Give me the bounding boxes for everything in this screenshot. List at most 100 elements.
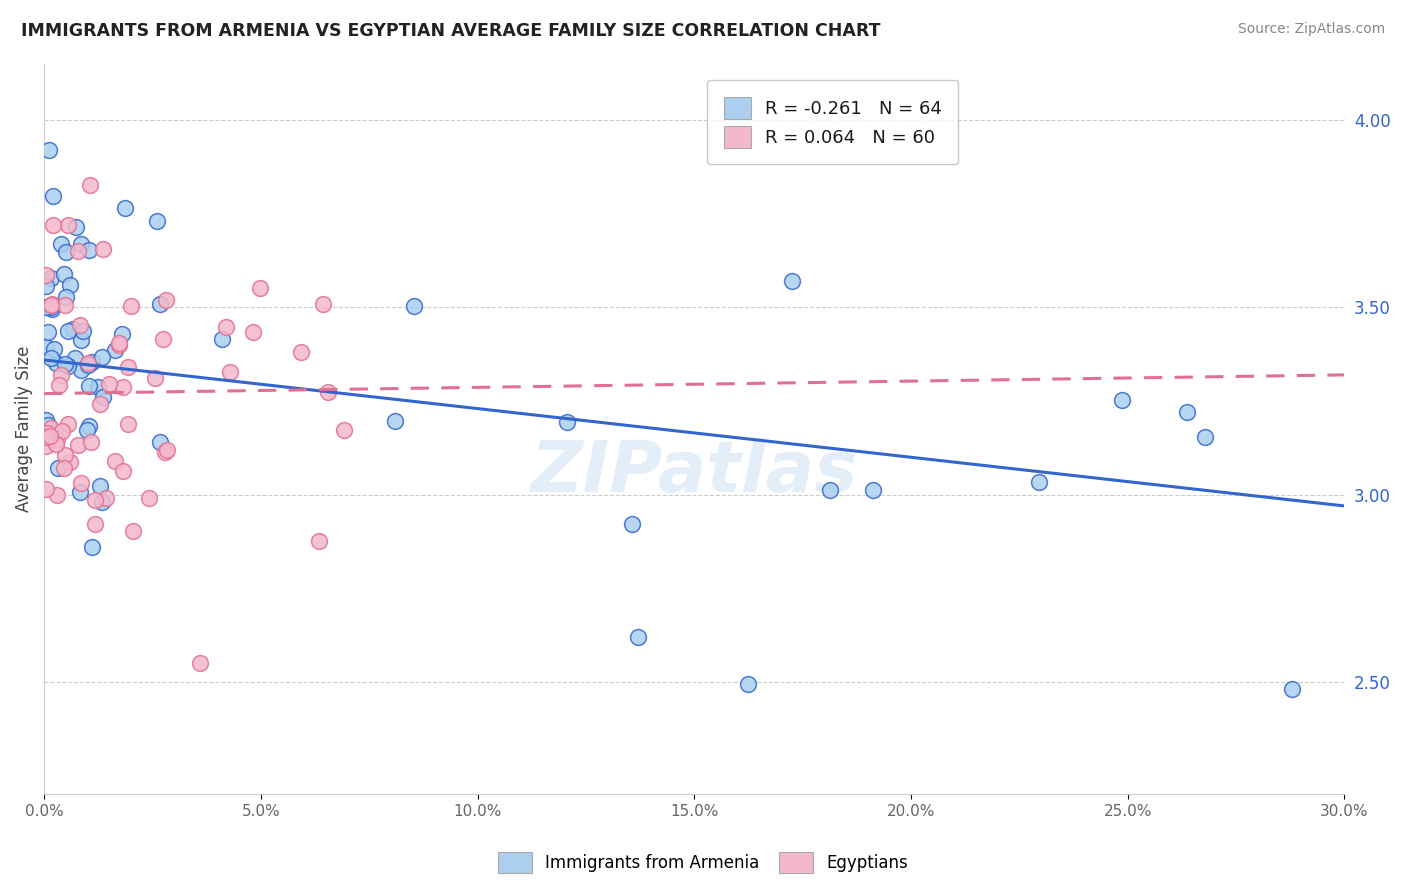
Text: Source: ZipAtlas.com: Source: ZipAtlas.com — [1237, 22, 1385, 37]
Point — [79, 434, 101, 449]
Point — [290, 345, 312, 359]
Legend: Immigrants from Armenia, Egyptians: Immigrants from Armenia, Egyptians — [492, 846, 914, 880]
Point — [39, 298, 62, 312]
Point — [41, 302, 63, 317]
Point — [117, 417, 139, 431]
Point — [249, 281, 271, 295]
Point — [627, 630, 650, 644]
Legend: R = -0.261   N = 64, R = 0.064   N = 60: R = -0.261 N = 64, R = 0.064 N = 60 — [707, 80, 959, 164]
Point — [218, 365, 240, 379]
Point — [557, 415, 579, 429]
Point — [49, 236, 72, 251]
Point — [35, 439, 58, 453]
Point — [72, 324, 94, 338]
Point — [89, 397, 111, 411]
Point — [1194, 430, 1216, 444]
Point — [112, 464, 135, 478]
Point — [84, 493, 107, 508]
Point — [70, 476, 93, 491]
Point — [333, 423, 356, 437]
Point — [37, 418, 59, 433]
Point — [1028, 475, 1050, 489]
Point — [42, 218, 65, 232]
Point — [90, 350, 112, 364]
Point — [38, 143, 60, 157]
Point — [44, 342, 66, 356]
Point — [97, 377, 120, 392]
Point — [77, 359, 100, 373]
Point — [156, 443, 179, 458]
Point — [114, 201, 136, 215]
Text: IMMIGRANTS FROM ARMENIA VS EGYPTIAN AVERAGE FAMILY SIZE CORRELATION CHART: IMMIGRANTS FROM ARMENIA VS EGYPTIAN AVER… — [21, 22, 880, 40]
Point — [83, 517, 105, 532]
Point — [79, 379, 101, 393]
Point — [149, 434, 172, 449]
Point — [65, 351, 87, 366]
Point — [35, 413, 58, 427]
Point — [70, 236, 93, 251]
Point — [94, 491, 117, 505]
Point — [55, 290, 77, 304]
Point — [143, 371, 166, 385]
Point — [37, 326, 59, 340]
Point — [89, 479, 111, 493]
Point — [48, 378, 70, 392]
Point — [39, 421, 62, 435]
Point — [35, 426, 58, 441]
Point — [59, 455, 82, 469]
Point — [35, 430, 58, 444]
Point — [46, 432, 69, 446]
Point — [108, 336, 131, 351]
Point — [66, 437, 89, 451]
Point — [76, 356, 98, 370]
Point — [311, 297, 333, 311]
Point — [780, 274, 803, 288]
Point — [188, 657, 211, 671]
Point — [91, 242, 114, 256]
Point — [862, 483, 884, 498]
Point — [53, 298, 76, 312]
Point — [117, 359, 139, 374]
Point — [51, 424, 73, 438]
Point — [45, 488, 67, 502]
Point — [39, 428, 62, 442]
Point — [56, 417, 79, 431]
Point — [35, 300, 58, 314]
Point — [384, 414, 406, 428]
Point — [53, 267, 76, 281]
Point — [62, 322, 84, 336]
Point — [55, 357, 77, 371]
Point — [45, 437, 67, 451]
Point — [155, 293, 177, 307]
Point — [737, 677, 759, 691]
Point — [76, 423, 98, 437]
Point — [120, 299, 142, 313]
Point — [41, 297, 63, 311]
Point — [1281, 682, 1303, 697]
Point — [112, 380, 135, 394]
Point — [77, 243, 100, 257]
Point — [138, 491, 160, 505]
Y-axis label: Average Family Size: Average Family Size — [15, 346, 32, 512]
Point — [51, 368, 73, 382]
Point — [39, 351, 62, 366]
Point — [65, 219, 87, 234]
Point — [211, 332, 233, 346]
Point — [121, 524, 143, 539]
Point — [153, 445, 176, 459]
Point — [104, 454, 127, 468]
Point — [90, 495, 112, 509]
Point — [108, 338, 131, 352]
Point — [79, 419, 101, 434]
Point — [69, 333, 91, 347]
Point — [41, 189, 63, 203]
Point — [69, 318, 91, 332]
Point — [820, 483, 842, 497]
Point — [149, 297, 172, 311]
Point — [39, 300, 62, 314]
Point — [53, 448, 76, 462]
Point — [242, 325, 264, 339]
Point — [35, 279, 58, 293]
Point — [80, 355, 103, 369]
Point — [56, 218, 79, 232]
